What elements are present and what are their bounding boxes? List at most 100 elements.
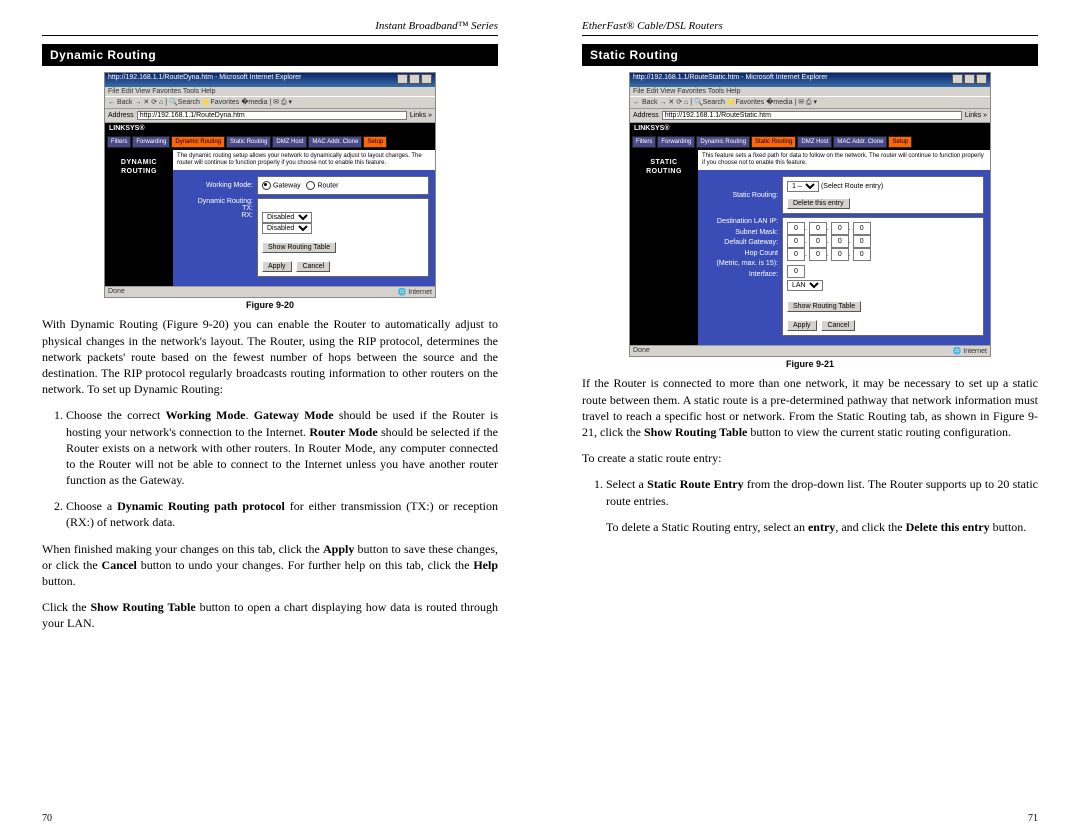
panel-main: The dynamic routing setup allows your ne… xyxy=(173,150,435,286)
radio-router-label: Router xyxy=(317,183,338,190)
steps-dynamic: Choose the correct Working Mode. Gateway… xyxy=(42,407,498,530)
page-number-70: 70 xyxy=(42,813,52,824)
para-show-routing: Click the Show Routing Table button to o… xyxy=(42,599,498,631)
window-titlebar: http://192.168.1.1/RouteStatic.htm - Mic… xyxy=(630,73,990,87)
tab-forwarding[interactable]: Forwarding xyxy=(657,136,695,148)
nav-tabs: Filters Forwarding Dynamic Routing Stati… xyxy=(105,134,435,150)
hop-count-input[interactable]: 0 xyxy=(787,265,805,278)
panel-fields: Static Routing: 1 – (Select Route entry)… xyxy=(698,170,990,345)
mask-row: 0. 0. 0. 0 xyxy=(787,235,979,248)
tab-dmz-host[interactable]: DMZ Host xyxy=(272,136,307,148)
screenshot-dynamic-routing: http://192.168.1.1/RouteDyna.htm - Micro… xyxy=(104,72,436,298)
radio-gateway[interactable] xyxy=(262,181,271,190)
tab-static-routing[interactable]: Static Routing xyxy=(226,136,271,148)
section-heading-dynamic: Dynamic Routing xyxy=(42,44,498,66)
para-apply-cancel: When finished making your changes on thi… xyxy=(42,541,498,590)
label-ip-group: Destination LAN IP: Subnet Mask: Default… xyxy=(704,217,782,280)
apply-button[interactable]: Apply xyxy=(787,320,817,331)
side-title: DYNAMIC ROUTING xyxy=(105,150,173,286)
steps-static: Select a Static Route Entry from the dro… xyxy=(582,476,1038,508)
mask-3[interactable]: 0 xyxy=(831,235,849,248)
step-1: Choose the correct Working Mode. Gateway… xyxy=(66,407,498,488)
running-head-right: EtherFast® Cable/DSL Routers xyxy=(582,20,1038,36)
step-1-static: Select a Static Route Entry from the dro… xyxy=(606,476,1038,508)
ie-menubar: File Edit View Favorites Tools Help xyxy=(105,87,435,96)
side-title-1: STATIC xyxy=(650,159,677,166)
gw-1[interactable]: 0 xyxy=(787,248,805,261)
route-entry-select[interactable]: 1 – xyxy=(787,181,819,192)
brand-bar: LINKSYS® xyxy=(630,123,990,134)
panel-content: STATIC ROUTING This feature sets a fixed… xyxy=(630,150,990,345)
address-label: Address xyxy=(108,112,134,119)
tab-filters[interactable]: Filters xyxy=(107,136,131,148)
apply-button[interactable]: Apply xyxy=(262,261,292,272)
gw-4[interactable]: 0 xyxy=(853,248,871,261)
dest-ip-1[interactable]: 0 xyxy=(787,222,805,235)
rx-select[interactable]: Disabled xyxy=(262,223,312,234)
mask-1[interactable]: 0 xyxy=(787,235,805,248)
tab-dynamic-routing[interactable]: Dynamic Routing xyxy=(696,136,750,148)
mask-2[interactable]: 0 xyxy=(809,235,827,248)
dynamic-routing-controls: Disabled Disabled Show Routing Table App… xyxy=(257,198,429,277)
nav-tabs: Filters Forwarding Dynamic Routing Stati… xyxy=(630,134,990,150)
side-title: STATIC ROUTING xyxy=(630,150,698,345)
para-static-intro: If the Router is connected to more than … xyxy=(582,375,1038,440)
radio-gateway-label: Gateway xyxy=(273,183,301,190)
dest-ip-4[interactable]: 0 xyxy=(853,222,871,235)
panel-main: This feature sets a fixed path for data … xyxy=(698,150,990,345)
ip-controls: 0. 0. 0. 0 0. 0. 0. 0 xyxy=(782,217,984,336)
para-delete-entry: To delete a Static Routing entry, select… xyxy=(606,519,1038,535)
tab-mac-clone[interactable]: MAC Addr. Clone xyxy=(308,136,362,148)
ie-addressbar: Address http://192.168.1.1/RouteStatic.h… xyxy=(630,109,990,123)
address-label: Address xyxy=(633,112,659,119)
label-working-mode: Working Mode: xyxy=(179,182,257,189)
screenshot-static-routing: http://192.168.1.1/RouteStatic.htm - Mic… xyxy=(629,72,991,357)
tab-dmz-host[interactable]: DMZ Host xyxy=(797,136,832,148)
page-number-71: 71 xyxy=(1028,813,1038,824)
tab-dynamic-routing[interactable]: Dynamic Routing xyxy=(171,136,225,148)
side-title-2: ROUTING xyxy=(121,168,157,175)
para-create-entry: To create a static route entry: xyxy=(582,450,1038,466)
links-label: Links » xyxy=(965,112,987,119)
tx-select[interactable]: Disabled xyxy=(262,212,312,223)
tab-setup[interactable]: Setup xyxy=(363,136,387,148)
ie-addressbar: Address http://192.168.1.1/RouteDyna.htm… xyxy=(105,109,435,123)
tab-static-routing[interactable]: Static Routing xyxy=(751,136,796,148)
status-done: Done xyxy=(633,347,650,355)
cancel-button[interactable]: Cancel xyxy=(821,320,855,331)
tab-mac-clone[interactable]: MAC Addr. Clone xyxy=(833,136,887,148)
side-title-1: DYNAMIC xyxy=(121,159,157,166)
cancel-button[interactable]: Cancel xyxy=(296,261,330,272)
window-titlebar: http://192.168.1.1/RouteDyna.htm - Micro… xyxy=(105,73,435,87)
section-heading-static: Static Routing xyxy=(582,44,1038,66)
working-mode-controls: Gateway Router xyxy=(257,176,429,195)
radio-router[interactable] xyxy=(306,181,315,190)
address-input[interactable]: http://192.168.1.1/RouteDyna.htm xyxy=(137,111,407,120)
interface-select[interactable]: LAN xyxy=(787,280,823,291)
tab-setup[interactable]: Setup xyxy=(888,136,912,148)
show-routing-table-button[interactable]: Show Routing Table xyxy=(787,301,861,312)
step-2: Choose a Dynamic Routing path protocol f… xyxy=(66,498,498,530)
gw-2[interactable]: 0 xyxy=(809,248,827,261)
panel-fields: Working Mode: Gateway Router Dynamic Rou… xyxy=(173,170,435,286)
dest-ip-3[interactable]: 0 xyxy=(831,222,849,235)
ie-statusbar: Done 🌐 Internet xyxy=(630,345,990,356)
running-head-left: Instant Broadband™ Series xyxy=(42,20,498,36)
mask-4[interactable]: 0 xyxy=(853,235,871,248)
dest-ip-2[interactable]: 0 xyxy=(809,222,827,235)
status-zone: 🌐 Internet xyxy=(398,288,432,296)
gw-3[interactable]: 0 xyxy=(831,248,849,261)
side-title-2: ROUTING xyxy=(646,168,682,175)
page-left: Instant Broadband™ Series Dynamic Routin… xyxy=(0,0,540,834)
tab-filters[interactable]: Filters xyxy=(632,136,656,148)
label-static-routing: Static Routing: xyxy=(704,192,782,199)
delete-entry-button[interactable]: Delete this entry xyxy=(787,198,850,209)
ie-toolbar: ← Back → ✕ ⟳ ⌂ | 🔍Search ⭐Favorites �med… xyxy=(630,96,990,109)
show-routing-table-button[interactable]: Show Routing Table xyxy=(262,242,336,253)
status-zone: 🌐 Internet xyxy=(953,347,987,355)
figure-9-20: http://192.168.1.1/RouteDyna.htm - Micro… xyxy=(42,72,498,298)
figure-caption-9-21: Figure 9-21 xyxy=(582,359,1038,369)
address-input[interactable]: http://192.168.1.1/RouteStatic.htm xyxy=(662,111,962,120)
tab-forwarding[interactable]: Forwarding xyxy=(132,136,170,148)
ie-menubar: File Edit View Favorites Tools Help xyxy=(630,87,990,96)
